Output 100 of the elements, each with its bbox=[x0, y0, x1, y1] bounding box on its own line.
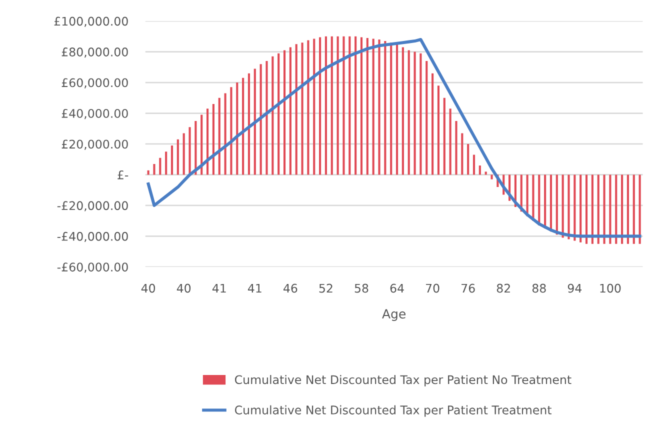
bar bbox=[236, 82, 238, 175]
bar bbox=[354, 36, 357, 175]
bar bbox=[188, 127, 191, 175]
legend-label: Cumulative Net Discounted Tax per Patient No Treatment bbox=[234, 374, 572, 386]
x-tick-label: 76 bbox=[462, 284, 475, 293]
bar bbox=[336, 36, 339, 175]
bar bbox=[390, 42, 392, 175]
bar bbox=[242, 78, 244, 175]
bar bbox=[165, 152, 168, 175]
bar bbox=[472, 154, 476, 175]
bar bbox=[432, 73, 434, 175]
bar bbox=[621, 174, 624, 244]
x-tick-label: 40 bbox=[176, 284, 191, 293]
bar bbox=[580, 174, 582, 242]
bar bbox=[632, 174, 635, 244]
bar bbox=[218, 98, 220, 175]
bar bbox=[260, 64, 262, 175]
bar bbox=[538, 174, 540, 226]
bar bbox=[182, 133, 185, 175]
bar bbox=[324, 36, 327, 175]
bar bbox=[414, 52, 416, 175]
bar bbox=[615, 174, 618, 244]
bar bbox=[562, 174, 564, 238]
bar bbox=[603, 174, 606, 244]
x-axis-title: Age bbox=[382, 309, 406, 321]
bar bbox=[455, 120, 458, 175]
x-tick-label: 82 bbox=[496, 284, 510, 293]
bar bbox=[556, 174, 558, 235]
bar bbox=[585, 174, 588, 244]
x-tick-label: 46 bbox=[283, 284, 298, 293]
bar bbox=[170, 146, 174, 175]
y-tick-label: £40,000.00 bbox=[62, 108, 128, 120]
bar bbox=[176, 139, 179, 175]
bar bbox=[278, 53, 280, 175]
bar bbox=[626, 174, 629, 244]
bar bbox=[313, 38, 316, 175]
bar bbox=[289, 47, 292, 175]
bar bbox=[467, 144, 470, 175]
bar bbox=[478, 166, 481, 175]
x-tick-label: 100 bbox=[600, 284, 621, 293]
y-tick-label: -£60,000.00 bbox=[57, 262, 128, 273]
bar bbox=[574, 174, 576, 241]
y-tick-label: £- bbox=[118, 170, 128, 180]
bar bbox=[224, 93, 226, 175]
y-tick-label: -£20,000.00 bbox=[57, 201, 128, 212]
bar bbox=[366, 38, 368, 175]
bar bbox=[283, 50, 286, 175]
bar bbox=[402, 47, 404, 175]
bar bbox=[295, 44, 298, 175]
x-tick-label: 41 bbox=[248, 284, 262, 293]
y-tick-label: -£40,000.00 bbox=[57, 232, 128, 242]
bar bbox=[372, 38, 374, 175]
bar bbox=[396, 44, 398, 175]
bar bbox=[408, 50, 410, 175]
bar bbox=[609, 174, 612, 244]
bar bbox=[319, 37, 322, 175]
x-tick-label: 58 bbox=[354, 284, 368, 293]
y-tick-label: £100,000.00 bbox=[54, 16, 128, 27]
x-tick-label: 64 bbox=[390, 284, 404, 293]
bar bbox=[307, 40, 310, 175]
bar bbox=[254, 68, 256, 175]
bar bbox=[360, 37, 363, 175]
bar bbox=[532, 174, 534, 221]
bar bbox=[384, 41, 386, 175]
bar bbox=[443, 98, 446, 175]
bar bbox=[272, 56, 274, 175]
bar bbox=[426, 61, 428, 175]
y-tick-label: £80,000.00 bbox=[62, 48, 128, 58]
bar bbox=[212, 104, 214, 175]
bar bbox=[544, 174, 546, 228]
bar bbox=[330, 36, 333, 175]
bar bbox=[248, 73, 250, 175]
bar bbox=[266, 61, 268, 175]
x-tick-label: 94 bbox=[568, 284, 582, 293]
bar bbox=[597, 174, 600, 244]
bar bbox=[200, 114, 203, 175]
bar bbox=[230, 87, 232, 175]
y-tick-label: £20,000.00 bbox=[62, 140, 128, 150]
bar bbox=[206, 108, 209, 175]
x-tick-label: 70 bbox=[426, 284, 440, 293]
bar bbox=[449, 108, 452, 175]
x-tick-label: 41 bbox=[212, 284, 226, 293]
y-tick-label: £60,000.00 bbox=[62, 78, 128, 88]
bar bbox=[348, 36, 351, 175]
bar bbox=[153, 164, 156, 175]
line-series bbox=[146, 38, 642, 238]
bar bbox=[461, 133, 464, 175]
bar bbox=[342, 36, 345, 175]
bar bbox=[568, 174, 570, 240]
bar bbox=[591, 174, 594, 244]
bar bbox=[638, 174, 641, 244]
x-tick-label: 40 bbox=[141, 284, 156, 293]
bar bbox=[378, 40, 380, 175]
bar bbox=[484, 172, 487, 175]
x-tick-label: 88 bbox=[532, 284, 546, 293]
bar bbox=[490, 174, 493, 180]
x-tick-label: 52 bbox=[319, 284, 332, 293]
bar bbox=[437, 86, 440, 175]
bar bbox=[159, 158, 162, 175]
bar bbox=[301, 42, 304, 175]
